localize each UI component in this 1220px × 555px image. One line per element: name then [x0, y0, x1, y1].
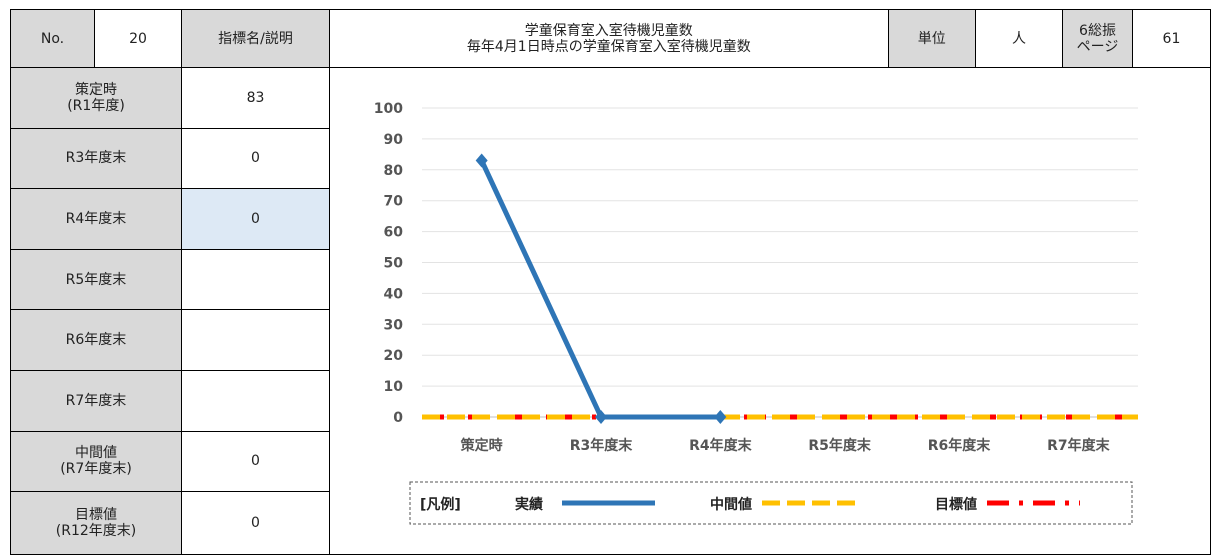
row-label-r4: R4年度末 — [10, 188, 182, 250]
legend-title: [凡例] — [420, 496, 461, 513]
row-value-r5 — [181, 248, 330, 311]
unit-value: 人 — [974, 9, 1064, 68]
legend-box — [409, 481, 1133, 525]
indicator-table: No. 20 指標名/説明 学童保育室入室待機児童数 毎年4月1日時点の学童保育… — [10, 9, 1212, 555]
legend-label-target: 目標値 — [935, 496, 977, 513]
y-tick-label: 90 — [384, 132, 404, 148]
row-label-r5: R5年度末 — [10, 248, 182, 311]
y-tick-label: 0 — [393, 410, 403, 426]
x-tick-label: R4年度末 — [689, 437, 753, 454]
y-tick-label: 40 — [384, 286, 404, 302]
y-tick-label: 10 — [384, 379, 404, 395]
legend-label-actual: 実績 — [515, 496, 543, 513]
y-tick-label: 20 — [384, 348, 404, 364]
y-tick-label: 60 — [384, 225, 404, 241]
row-label-r3: R3年度末 — [10, 127, 182, 190]
row-value-target: 0 — [181, 491, 330, 555]
x-tick-label: R7年度末 — [1047, 437, 1111, 454]
row-value-r3: 0 — [181, 127, 330, 190]
y-tick-label: 50 — [384, 256, 404, 272]
data-point-actual — [595, 410, 607, 424]
indicator-title-cell: 学童保育室入室待機児童数 毎年4月1日時点の学童保育室入室待機児童数 — [329, 9, 889, 68]
row-value-midterm: 0 — [181, 430, 330, 493]
page-label: 6総振 ページ — [1062, 9, 1133, 68]
row-value-r7 — [181, 370, 330, 432]
row-value-r4[interactable]: 0 — [181, 188, 330, 250]
legend-label-midterm: 中間値 — [710, 496, 752, 513]
line-chart: 0 10 20 30 40 50 60 70 80 90 100 策定時 R3年度末 R4年度末 R5年度… — [374, 101, 1138, 525]
data-point-actual — [475, 153, 488, 168]
row-value-r6 — [181, 309, 330, 372]
row-label-target: 目標値 (R12年度末) — [10, 491, 182, 555]
row-label-r6: R6年度末 — [10, 309, 182, 372]
row-label-plan: 策定時 (R1年度) — [10, 67, 182, 129]
page-value: 61 — [1131, 9, 1212, 68]
indicator-title: 学童保育室入室待機児童数 — [524, 22, 693, 39]
y-tick-label: 70 — [384, 194, 404, 210]
x-tick-label: R6年度末 — [928, 437, 992, 454]
indicator-label: 指標名/説明 — [181, 9, 330, 68]
row-label-midterm: 中間値 (R7年度末) — [10, 430, 182, 493]
x-tick-label: 策定時 — [460, 437, 503, 454]
y-tick-label: 80 — [384, 163, 404, 179]
x-tick-label: R5年度末 — [808, 437, 872, 454]
y-tick-label: 100 — [374, 101, 403, 117]
data-point-actual — [714, 410, 727, 424]
no-label: No. — [10, 9, 95, 68]
x-tick-label: R3年度末 — [570, 437, 634, 454]
chart-area: 0 10 20 30 40 50 60 70 80 90 100 策定時 R3年度末 R4年度末 R5年度… — [329, 67, 1211, 555]
indicator-description: 毎年4月1日時点の学童保育室入室待機児童数 — [466, 38, 751, 55]
y-tick-label: 30 — [384, 317, 404, 333]
no-value: 20 — [94, 9, 182, 68]
row-label-r7: R7年度末 — [10, 370, 182, 432]
unit-label: 単位 — [887, 9, 976, 68]
row-value-plan: 83 — [181, 67, 330, 129]
series-line-actual — [479, 159, 721, 420]
